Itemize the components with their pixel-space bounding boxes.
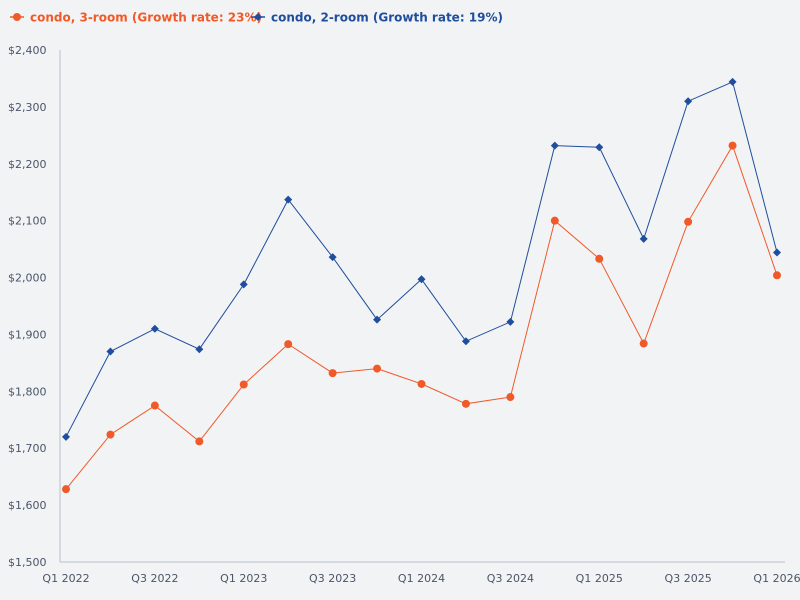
data-point-2-room-q3-2022[interactable] <box>150 324 159 333</box>
y-tick-label: $2,100 <box>8 215 47 228</box>
data-point-2-room-q1-2023[interactable] <box>239 280 248 289</box>
data-point-2-room-q1-2024[interactable] <box>417 275 426 284</box>
data-point-2-room-q4-2024[interactable] <box>550 141 559 150</box>
series-2-room <box>62 77 781 441</box>
series-line-3-room <box>65 144 778 490</box>
y-tick-label: $1,900 <box>8 328 47 341</box>
series-layer <box>62 77 781 494</box>
data-point-3-room-q4-2023[interactable] <box>373 364 382 373</box>
x-tick-label: Q3 2024 <box>487 572 534 585</box>
y-tick-label: $2,300 <box>8 101 47 114</box>
data-point-2-room-q4-2023[interactable] <box>373 315 382 324</box>
x-tick-label: Q1 2025 <box>576 572 623 585</box>
data-point-2-room-q1-2025[interactable] <box>595 143 604 152</box>
data-point-3-room-q3-2025[interactable] <box>684 217 693 226</box>
legend-marker-3-room <box>13 13 21 21</box>
data-point-3-room-q1-2026[interactable] <box>773 271 781 280</box>
x-tick-label: Q1 2022 <box>42 572 89 585</box>
x-tick-label: Q3 2022 <box>131 572 178 585</box>
data-point-2-room-q3-2025[interactable] <box>684 97 693 106</box>
x-tick-label: Q1 2024 <box>398 572 445 585</box>
x-tick-label: Q3 2023 <box>309 572 356 585</box>
data-point-3-room-q4-2024[interactable] <box>550 216 559 225</box>
legend-item-3-room[interactable]: condo, 3-room (Growth rate: 23%) <box>10 11 262 25</box>
data-point-3-room-q2-2024[interactable] <box>461 399 470 408</box>
data-point-3-room-q2-2022[interactable] <box>106 430 115 439</box>
data-point-2-room-q1-2022[interactable] <box>62 432 70 441</box>
data-point-3-room-q4-2025[interactable] <box>728 141 737 150</box>
y-tick-label: $2,200 <box>8 158 47 171</box>
legend-item-2-room[interactable]: condo, 2-room (Growth rate: 19%) <box>251 11 503 25</box>
x-tick-label: Q1 2023 <box>220 572 267 585</box>
data-point-3-room-q3-2024[interactable] <box>506 393 515 402</box>
data-point-3-room-q4-2022[interactable] <box>195 437 204 446</box>
x-tick-label: Q3 2025 <box>665 572 712 585</box>
y-tick-label: $1,600 <box>8 499 47 512</box>
data-point-2-room-q4-2022[interactable] <box>195 345 204 354</box>
legend-label-3-room: condo, 3-room (Growth rate: 23%) <box>30 11 262 25</box>
data-point-3-room-q1-2023[interactable] <box>239 380 248 389</box>
data-point-2-room-q4-2025[interactable] <box>728 77 737 86</box>
data-point-3-room-q1-2022[interactable] <box>62 485 70 494</box>
data-point-3-room-q2-2023[interactable] <box>284 340 293 349</box>
series-3-room <box>62 141 781 494</box>
data-point-2-room-q1-2026[interactable] <box>773 248 781 257</box>
data-point-3-room-q1-2025[interactable] <box>595 254 604 263</box>
y-axis: $1,500 $1,600 $1,700 $1,800 $1,900 $2,000 $2,1… <box>8 44 61 569</box>
data-point-3-room-q3-2023[interactable] <box>328 369 337 378</box>
legend-marker-2-room <box>254 13 262 21</box>
data-point-3-room-q3-2022[interactable] <box>150 401 159 410</box>
y-tick-label: $2,400 <box>8 44 47 57</box>
data-point-2-room-q3-2024[interactable] <box>506 317 515 326</box>
chart-legend: condo, 3-room (Growth rate: 23%) condo, … <box>10 11 503 25</box>
y-tick-label: $2,000 <box>8 272 47 285</box>
y-tick-label: $1,500 <box>8 556 47 569</box>
y-tick-label: $1,700 <box>8 442 47 455</box>
data-point-2-room-q2-2022[interactable] <box>106 347 115 356</box>
data-point-2-room-q2-2025[interactable] <box>639 234 648 243</box>
x-tick-label: Q1 2026 <box>753 572 800 585</box>
x-axis: Q1 2022 Q3 2022 Q1 2023 Q3 2023 Q1 2024 Q3 20… <box>42 561 800 585</box>
data-point-3-room-q2-2025[interactable] <box>639 339 648 348</box>
legend-label-2-room: condo, 2-room (Growth rate: 19%) <box>271 11 503 25</box>
data-point-2-room-q2-2023[interactable] <box>284 195 293 204</box>
data-point-3-room-q1-2024[interactable] <box>417 379 426 388</box>
data-point-2-room-q2-2024[interactable] <box>461 337 470 346</box>
y-tick-label: $1,800 <box>8 385 47 398</box>
data-point-2-room-q3-2023[interactable] <box>328 253 337 262</box>
